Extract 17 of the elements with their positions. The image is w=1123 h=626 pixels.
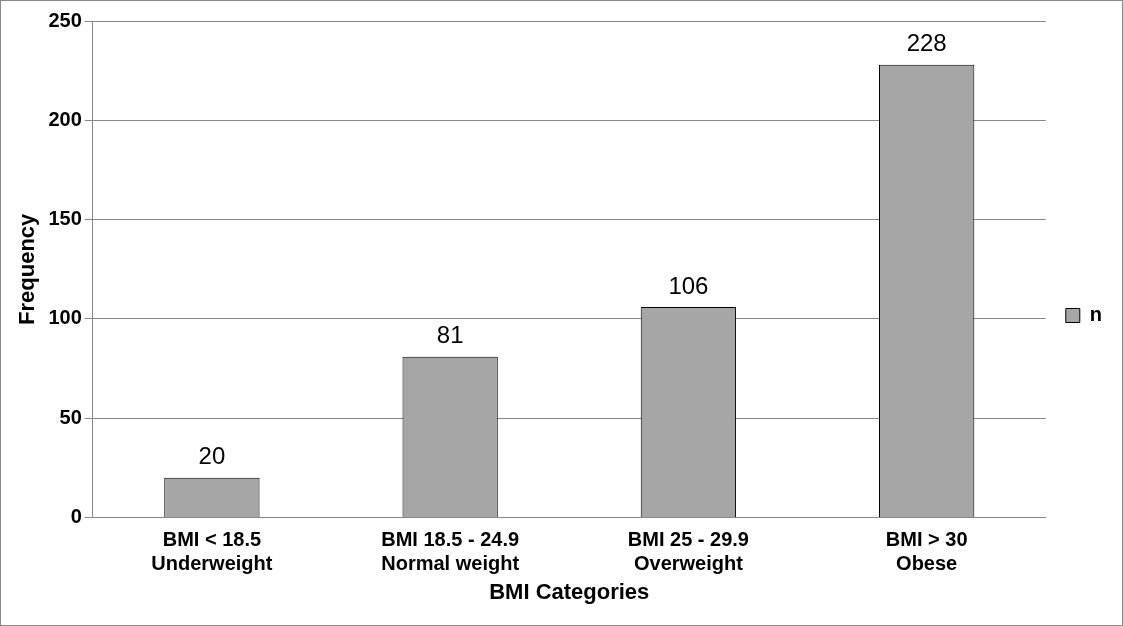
x-axis-title: BMI Categories (489, 578, 650, 604)
data-label: 81 (436, 321, 464, 349)
y-tick-label: 100 (48, 306, 82, 329)
legend-label: n (1089, 303, 1102, 326)
x-tick-label: BMI < 18.5 Underweight (151, 528, 273, 575)
data-label: 106 (668, 271, 709, 299)
y-tick-label: 0 (70, 505, 82, 528)
y-tick-label: 250 (48, 8, 82, 31)
data-label: 228 (906, 29, 947, 57)
y-axis-title: Frequency (14, 212, 40, 325)
y-tick-label: 200 (48, 107, 82, 130)
y-tick-label: 50 (59, 405, 82, 428)
x-tick-label: BMI 18.5 - 24.9 Normal weight (381, 528, 520, 575)
x-tick-label: BMI 25 - 29.9 Overweight (627, 528, 749, 575)
x-tick-label: BMI > 30 Obese (885, 528, 968, 575)
y-tick-label: 150 (48, 207, 82, 230)
data-label: 20 (198, 442, 226, 470)
